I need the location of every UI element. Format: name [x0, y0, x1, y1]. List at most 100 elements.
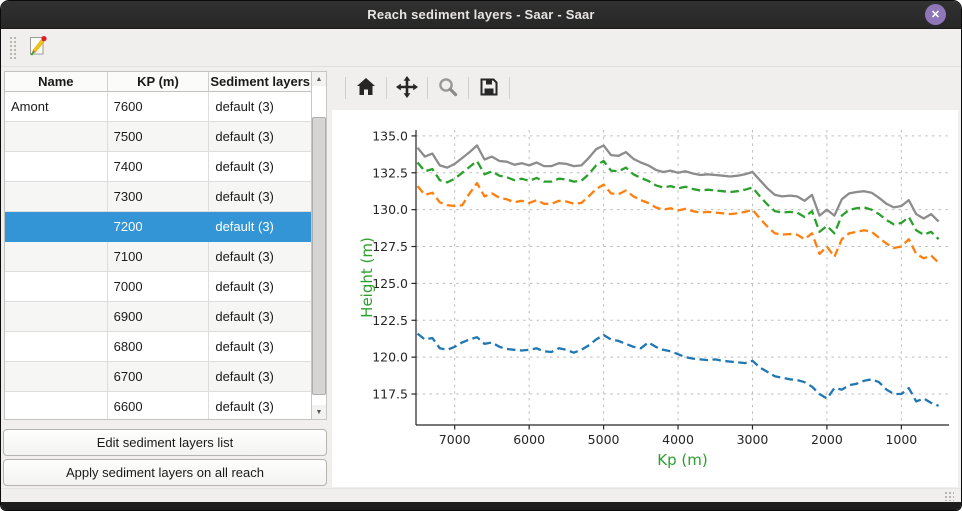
- table-row[interactable]: 7100 default (3): [5, 242, 311, 272]
- svg-text:7000: 7000: [439, 432, 471, 447]
- cell-kp: 7300: [107, 182, 210, 212]
- titlebar: Reach sediment layers - Saar - Saar ✕: [1, 1, 961, 29]
- table-row[interactable]: 7000 default (3): [5, 272, 311, 302]
- table-body: Amont 7600 default (3) 7500 default (3) 7400 d…: [5, 92, 311, 419]
- svg-text:135.0: 135.0: [372, 128, 408, 143]
- toolbar-separator: [386, 77, 387, 99]
- chart-svg: 7000 6000 5000 4000 3000 2000 1000 135.0 132.5 13…: [358, 128, 949, 469]
- cell-name: [5, 332, 108, 362]
- close-button[interactable]: ✕: [925, 4, 946, 25]
- svg-text:3000: 3000: [737, 432, 769, 447]
- svg-text:120.0: 120.0: [372, 350, 408, 365]
- sediment-table-panel: Name KP (m) Sediment layers Amont 7600 def…: [1, 67, 331, 488]
- table-row[interactable]: 6800 default (3): [5, 332, 311, 362]
- svg-text:122.5: 122.5: [372, 313, 408, 328]
- cell-name: [5, 242, 108, 272]
- svg-text:127.5: 127.5: [372, 239, 408, 254]
- pan-button[interactable]: [391, 73, 423, 103]
- cell-name: [5, 392, 108, 419]
- y-axis-label: Height (m): [358, 237, 376, 318]
- cell-layers: default (3): [209, 272, 311, 302]
- cell-name: Amont: [5, 92, 108, 122]
- toolbar-grip-handle[interactable]: [8, 34, 16, 61]
- svg-text:130.0: 130.0: [372, 202, 408, 217]
- cell-layers: default (3): [209, 332, 311, 362]
- chart-canvas[interactable]: 7000 6000 5000 4000 3000 2000 1000 135.0 132.5 13…: [332, 110, 958, 487]
- cell-layers: default (3): [209, 122, 311, 152]
- cell-name: [5, 152, 108, 182]
- column-header-sediment-layers[interactable]: Sediment layers: [209, 72, 311, 92]
- toolbar-separator: [509, 77, 510, 99]
- save-button[interactable]: [473, 73, 505, 103]
- edit-sediment-button[interactable]: [23, 33, 53, 63]
- svg-text:2000: 2000: [811, 432, 843, 447]
- toolbar-separator: [468, 77, 469, 99]
- table-row[interactable]: 7200 default (3): [5, 212, 311, 242]
- cell-kp: 6900: [107, 302, 210, 332]
- cell-kp: 7000: [107, 272, 210, 302]
- cell-name: [5, 302, 108, 332]
- svg-text:125.0: 125.0: [372, 276, 408, 291]
- table-row[interactable]: 7300 default (3): [5, 182, 311, 212]
- sediment-table: Name KP (m) Sediment layers Amont 7600 def…: [4, 71, 327, 420]
- svg-text:132.5: 132.5: [372, 165, 408, 180]
- close-icon: ✕: [930, 9, 941, 21]
- window-bottom-frame: [1, 502, 961, 510]
- apply-sediment-layers-button[interactable]: Apply sediment layers on all reach: [3, 459, 327, 486]
- cell-kp: 6600: [107, 392, 210, 419]
- edit-note-icon: [26, 34, 50, 61]
- zoom-button[interactable]: [432, 73, 464, 103]
- cell-layers: default (3): [209, 362, 311, 392]
- toolbar-separator: [345, 77, 346, 99]
- scroll-up-arrow[interactable]: ▲: [312, 72, 326, 86]
- home-button[interactable]: [350, 73, 382, 103]
- cell-kp: 7200: [107, 212, 210, 242]
- cell-kp: 7600: [107, 92, 210, 122]
- cell-name: [5, 362, 108, 392]
- svg-text:117.5: 117.5: [372, 387, 408, 402]
- window-title: Reach sediment layers - Saar - Saar: [367, 7, 595, 22]
- cell-name: [5, 272, 108, 302]
- scroll-down-arrow[interactable]: ▼: [312, 405, 326, 419]
- table-row[interactable]: Amont 7600 default (3): [5, 92, 311, 122]
- zoom-icon: [437, 76, 459, 101]
- main-toolbar: [1, 29, 961, 67]
- cell-kp: 7400: [107, 152, 210, 182]
- home-icon: [355, 76, 377, 101]
- edit-sediment-layers-list-button[interactable]: Edit sediment layers list: [3, 429, 327, 456]
- cell-kp: 7500: [107, 122, 210, 152]
- svg-text:5000: 5000: [588, 432, 620, 447]
- table-row[interactable]: 7400 default (3): [5, 152, 311, 182]
- cell-name: [5, 212, 108, 242]
- table-row[interactable]: 6600 default (3): [5, 392, 311, 419]
- resize-grip[interactable]: [944, 491, 954, 501]
- table-vertical-scrollbar[interactable]: ▲ ▼: [311, 71, 327, 420]
- save-icon: [478, 76, 500, 101]
- column-header-name[interactable]: Name: [5, 72, 108, 92]
- cell-layers: default (3): [209, 242, 311, 272]
- toolbar-separator: [427, 77, 428, 99]
- table-row[interactable]: 6700 default (3): [5, 362, 311, 392]
- table-row[interactable]: 7500 default (3): [5, 122, 311, 152]
- cell-layers: default (3): [209, 302, 311, 332]
- svg-text:6000: 6000: [513, 432, 545, 447]
- scroll-track[interactable]: [312, 86, 326, 405]
- table-row[interactable]: 6900 default (3): [5, 302, 311, 332]
- plot-panel: 7000 6000 5000 4000 3000 2000 1000 135.0 132.5 13…: [331, 67, 961, 488]
- cell-layers: default (3): [209, 152, 311, 182]
- pan-icon: [396, 75, 418, 101]
- column-header-kp[interactable]: KP (m): [107, 72, 210, 92]
- x-axis-label: Kp (m): [657, 451, 707, 469]
- cell-kp: 6800: [107, 332, 210, 362]
- cell-name: [5, 182, 108, 212]
- plot-toolbar: [331, 67, 961, 109]
- content-area: Name KP (m) Sediment layers Amont 7600 def…: [1, 67, 961, 488]
- table-header-row: Name KP (m) Sediment layers: [5, 72, 311, 92]
- cell-layers: default (3): [209, 212, 311, 242]
- scroll-thumb[interactable]: [312, 117, 326, 395]
- svg-text:4000: 4000: [662, 432, 694, 447]
- table-grid: Name KP (m) Sediment layers Amont 7600 def…: [4, 71, 311, 420]
- cell-layers: default (3): [209, 92, 311, 122]
- cell-layers: default (3): [209, 392, 311, 419]
